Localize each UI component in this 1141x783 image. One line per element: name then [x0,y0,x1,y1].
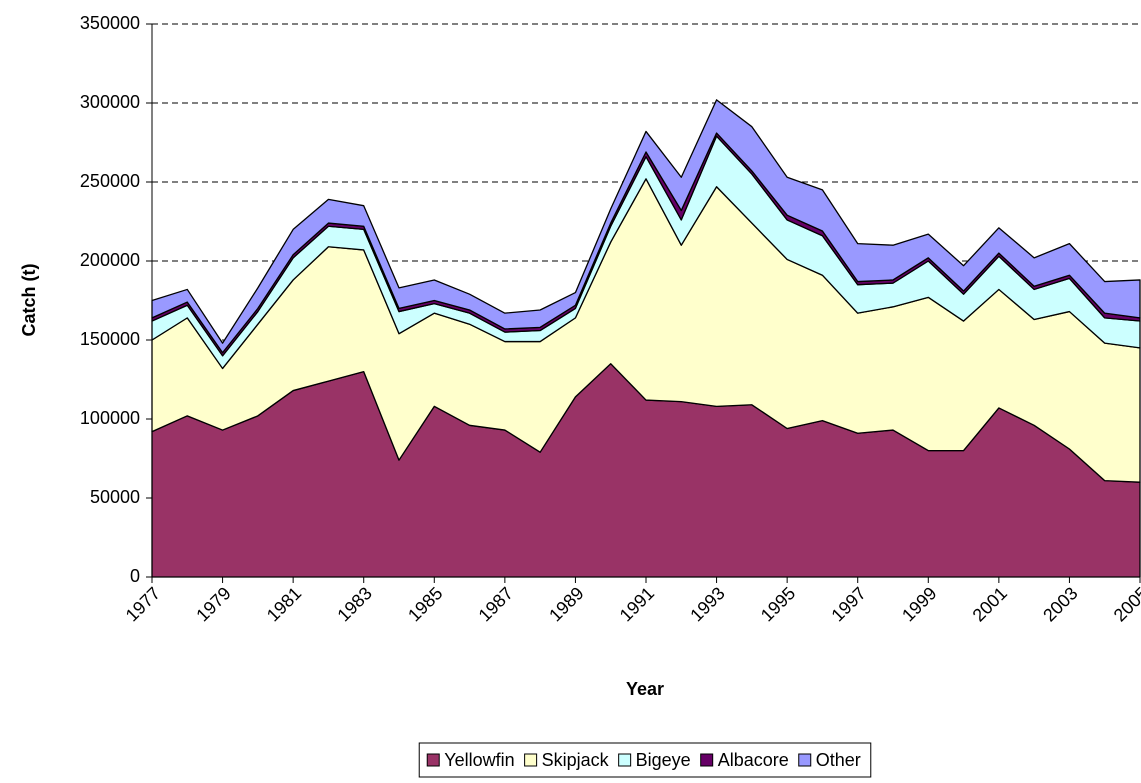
area [151,99,1141,354]
legend-label: Bigeye [636,750,691,770]
x-tick-label: 1979 [192,583,234,625]
y-tick-label: 250000 [80,171,140,191]
legend-swatch [618,753,632,767]
legend-box [418,742,872,778]
y-tick-label: 150000 [80,329,140,349]
x-tick-label: 1989 [545,583,587,625]
legend-swatch [426,753,440,767]
y-tick-label: 300000 [80,92,140,112]
x-tick-label: 1995 [757,583,799,625]
x-tick-label: 1993 [686,583,728,625]
y-tick-label: 0 [130,566,140,586]
y-tick-label: 100000 [80,408,140,428]
x-tick-label: 2005 [1110,583,1141,625]
x-tick-label: 2001 [969,583,1011,625]
legend-label: Albacore [718,750,789,770]
x-tick-label: 1999 [898,583,940,625]
x-tick-label: 1997 [827,583,869,625]
y-tick-label: 50000 [90,487,140,507]
legend-label: Yellowfin [444,750,514,770]
legend: Yellowfin Skipjack Bigeye Albacore Other [418,742,872,778]
legend-swatch [700,753,714,767]
x-tick-label: 1983 [333,583,375,625]
x-tick-label: 1991 [616,583,658,625]
legend-label: Other [816,750,861,770]
x-tick-label: 2003 [1039,583,1081,625]
x-tick-label: 1977 [122,583,164,625]
y-axis-title: Catch (t) [19,264,39,337]
x-tick-label: 1981 [263,583,305,625]
legend-swatch [524,753,538,767]
y-tick-label: 200000 [80,250,140,270]
x-axis-title: Year [626,679,664,699]
y-tick-label: 350000 [80,13,140,33]
legend-label: Skipjack [542,750,610,770]
x-tick-label: 1985 [404,583,446,625]
legend-swatch [798,753,812,767]
x-tick-label: 1987 [475,583,517,625]
